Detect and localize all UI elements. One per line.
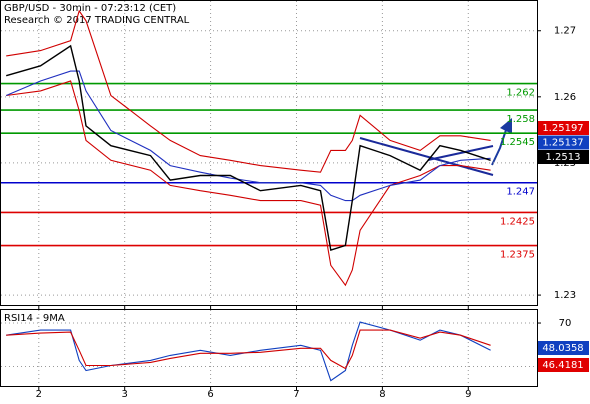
series-line [6, 44, 491, 252]
y-tick-label: 70 [559, 318, 572, 329]
arrow-head [500, 118, 512, 134]
x-tick-label: 9 [465, 389, 471, 400]
rsi-title: RSI14 - 9MA [4, 313, 65, 324]
trend-line [427, 145, 494, 161]
price-box [538, 341, 589, 355]
forecast-arrow [491, 129, 507, 166]
price-box-label: 1.25137 [542, 138, 583, 149]
rsi-panel-frame [0, 309, 538, 387]
chart-title: GBP/USD - 30min - 07:23:12 (CET) [4, 3, 176, 14]
price-box [538, 150, 589, 164]
x-tick-label: 2 [36, 389, 42, 400]
x-tick-label: 6 [207, 389, 213, 400]
price-panel-frame [0, 0, 538, 306]
price-box-label: 1.25197 [542, 123, 583, 134]
series-line [6, 329, 491, 370]
price-box-label: 46.4181 [542, 360, 583, 371]
y-tick-label: 1.23 [554, 290, 576, 301]
x-tick-label: 8 [379, 389, 385, 400]
series-line [6, 80, 491, 287]
price-box [538, 135, 589, 150]
price-box [538, 358, 589, 372]
price-box-label: 48.0358 [542, 343, 583, 354]
chart-subtitle: Research © 2017 TRADING CENTRAL [4, 15, 190, 26]
x-tick-label: 3 [122, 389, 128, 400]
level-label: 1.247 [506, 187, 535, 198]
level-label: 1.2425 [500, 216, 535, 227]
series-line [6, 9, 491, 173]
series-line [5, 70, 491, 202]
trend-line [359, 137, 494, 176]
x-tick-label: 7 [293, 389, 299, 400]
level-label: 1.2375 [500, 250, 535, 261]
price-box-label: 1.2513 [546, 152, 581, 163]
level-label: 1.2545 [500, 137, 535, 148]
level-label: 1.262 [506, 88, 535, 99]
y-tick-label: 1.27 [554, 26, 576, 37]
series-line [6, 321, 491, 382]
level-label: 1.258 [506, 114, 535, 125]
price-box [538, 121, 589, 135]
y-tick-label: 1.26 [554, 92, 576, 103]
